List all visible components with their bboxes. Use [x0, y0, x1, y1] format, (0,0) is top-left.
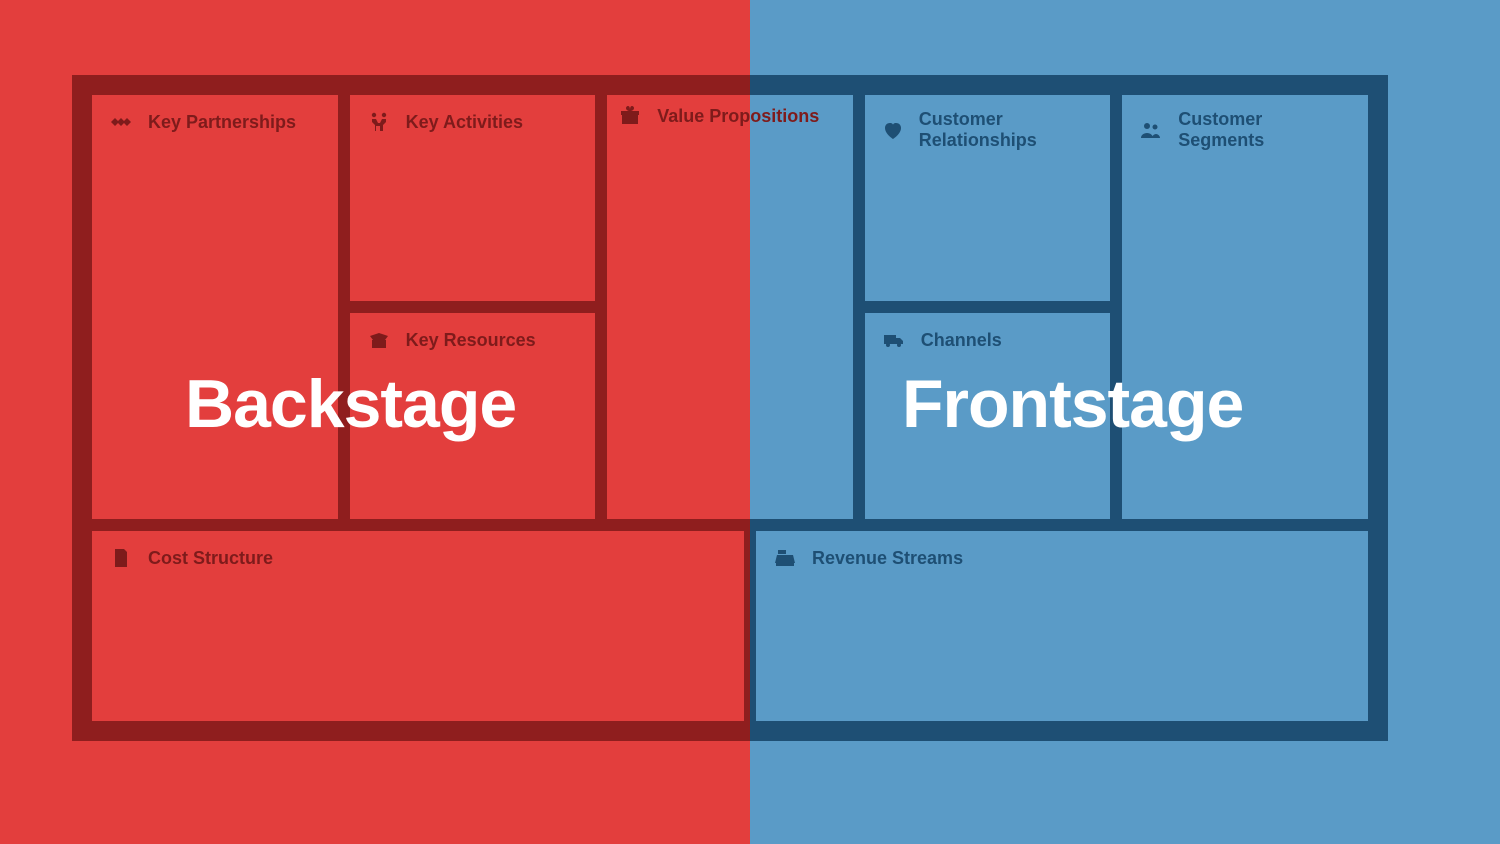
backstage-overlay-label: Backstage	[185, 370, 516, 438]
users-icon	[1138, 117, 1164, 143]
cell-header: Customer Relationships	[865, 95, 1111, 165]
cell-label: Value Propositions	[657, 106, 819, 127]
cell-revenue-streams: Revenue Streams	[750, 525, 1374, 727]
cell-header: Value Propositions	[601, 89, 859, 143]
handshake-icon	[108, 109, 134, 135]
cell-label: Key Partnerships	[148, 112, 296, 133]
cell-customer-relationships: Customer Relationships	[859, 89, 1117, 307]
cell-label: Customer Segments	[1178, 109, 1352, 151]
cell-value-propositions: Value Propositions	[601, 89, 859, 525]
cash-register-icon	[772, 545, 798, 571]
cell-header: Key Partnerships	[92, 95, 338, 149]
cell-customer-segments: Customer Segments	[1116, 89, 1374, 525]
file-invoice-icon	[108, 545, 134, 571]
cell-header: Key Resources	[350, 313, 596, 367]
cell-label: Revenue Streams	[812, 548, 963, 569]
cell-header: Key Activities	[350, 95, 596, 149]
cell-label: Channels	[921, 330, 1002, 351]
cell-header: Customer Segments	[1122, 95, 1368, 165]
business-model-canvas: Key Partnerships Key Activities Key Resour…	[0, 0, 1500, 844]
gift-icon	[617, 103, 643, 129]
cell-label: Key Resources	[406, 330, 536, 351]
cell-key-partnerships: Key Partnerships	[86, 89, 344, 525]
cell-cost-structure: Cost Structure	[86, 525, 750, 727]
people-carry-icon	[366, 109, 392, 135]
cell-header: Revenue Streams	[756, 531, 1368, 585]
cell-header: Cost Structure	[92, 531, 744, 585]
heart-icon	[881, 117, 905, 143]
cell-label: Key Activities	[406, 112, 523, 133]
truck-icon	[881, 327, 907, 353]
cell-header: Channels	[865, 313, 1111, 367]
cell-key-activities: Key Activities	[344, 89, 602, 307]
cell-label: Customer Relationships	[919, 109, 1095, 151]
box-open-icon	[366, 327, 392, 353]
cell-label: Cost Structure	[148, 548, 273, 569]
frontstage-overlay-label: Frontstage	[902, 370, 1243, 438]
